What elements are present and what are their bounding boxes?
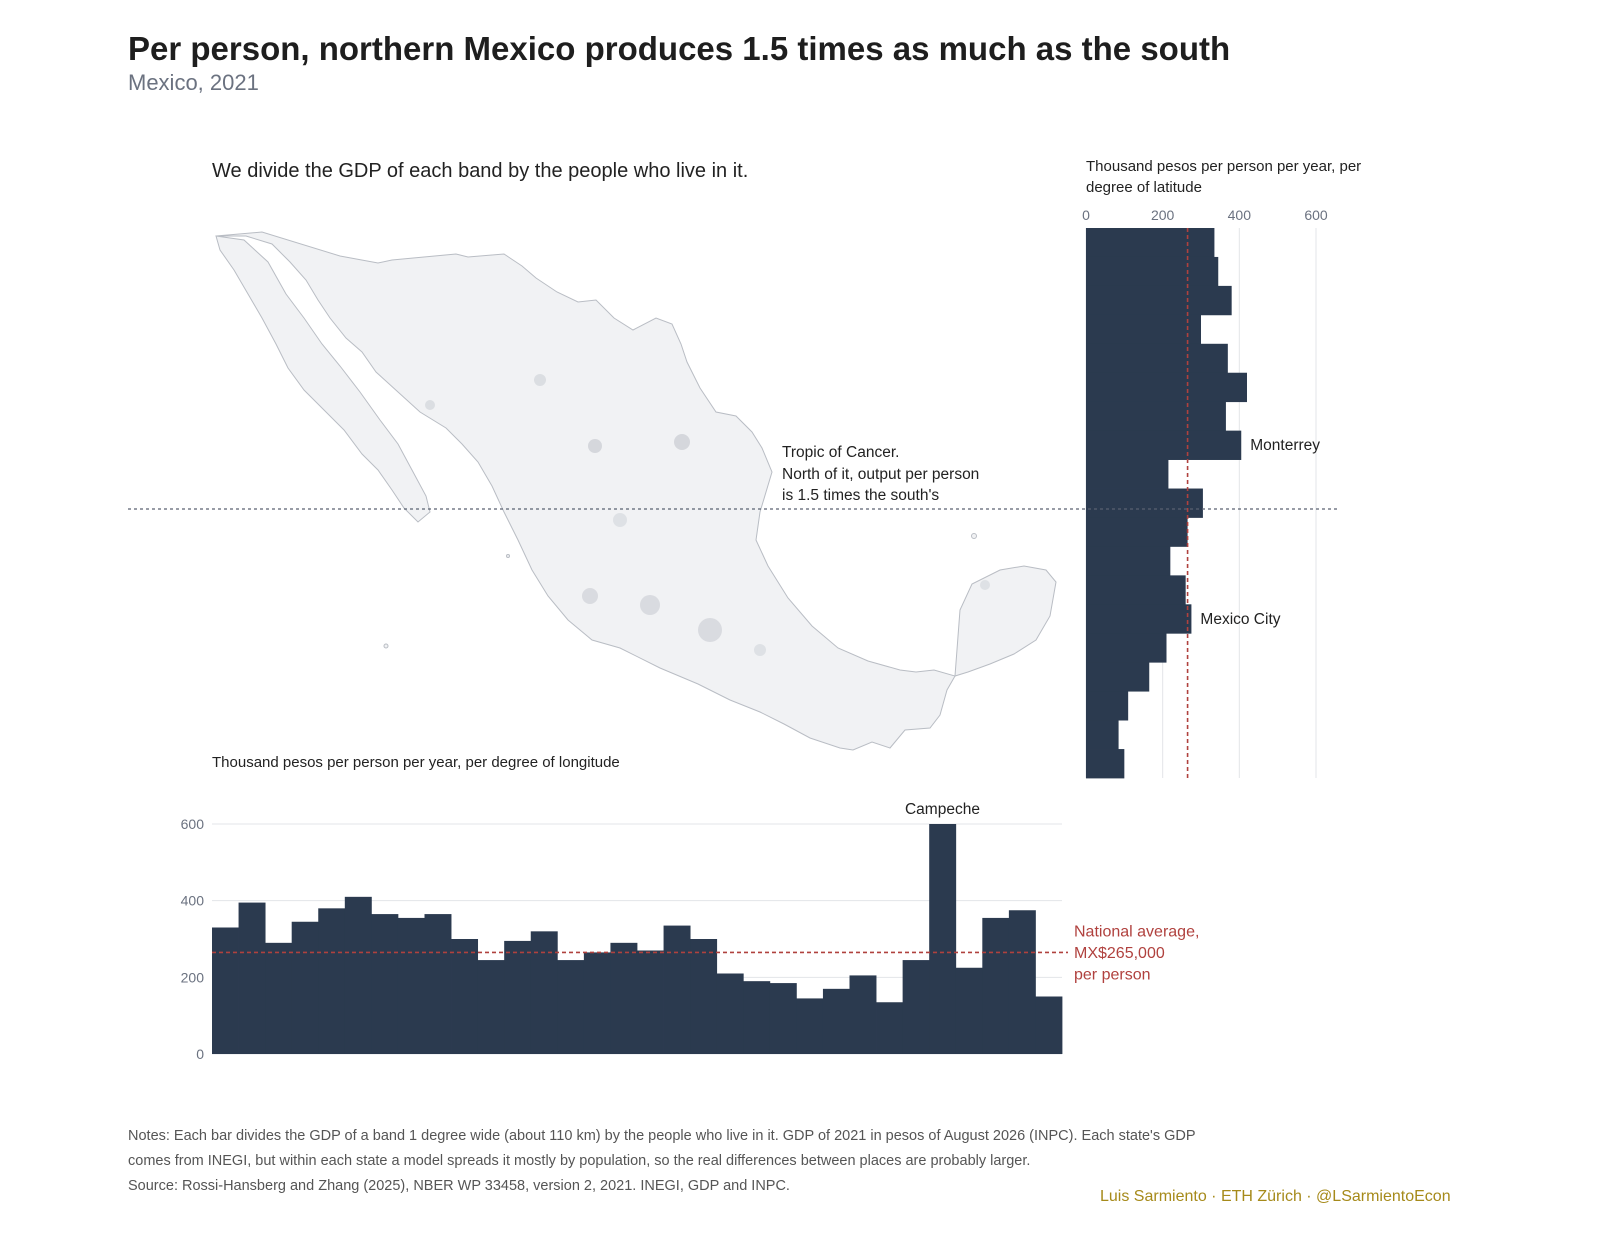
lon-bar	[982, 917, 1010, 1054]
lat-bar	[1086, 372, 1247, 403]
lon-bar	[291, 921, 319, 1054]
lat-bar	[1086, 228, 1215, 258]
lat-bar	[1086, 749, 1125, 779]
lat-annotation: Monterrey	[1250, 437, 1320, 454]
lon-bar	[902, 960, 930, 1054]
lat-bar	[1086, 546, 1171, 576]
lon-bar	[769, 983, 797, 1054]
author-credit: Luis Sarmiento · ETH Zürich · @LSarmient…	[1100, 1188, 1451, 1205]
lon-bar	[504, 940, 532, 1054]
lon-bar	[822, 988, 850, 1054]
lon-tick-label: 200	[181, 969, 205, 985]
lon-bar	[583, 952, 611, 1054]
lon-bar	[557, 960, 585, 1054]
lat-bar	[1086, 604, 1192, 634]
chart-subtitle: Mexico, 2021	[128, 70, 259, 95]
tropic-note-line-3: is 1.5 times the south's	[782, 487, 940, 504]
lon-bar	[610, 942, 638, 1054]
lat-tick-label: 400	[1228, 207, 1252, 223]
lat-annotation: Mexico City	[1200, 611, 1280, 628]
lat-bar	[1086, 575, 1186, 605]
lon-bar	[796, 998, 824, 1054]
lat-bar	[1086, 430, 1242, 460]
lon-bar	[849, 975, 877, 1054]
lon-bar	[637, 950, 664, 1054]
lon-bar	[1008, 910, 1036, 1054]
lon-bar	[212, 927, 239, 1054]
lat-bar	[1086, 720, 1119, 750]
national-average-label: National average,	[1074, 923, 1199, 940]
lat-tick-label: 0	[1082, 207, 1090, 223]
lon-bar	[663, 925, 691, 1054]
lon-bar	[743, 981, 771, 1054]
lon-bar	[397, 917, 425, 1054]
national-average-label: MX$265,000	[1074, 945, 1165, 962]
lon-bar	[530, 931, 558, 1054]
lat-bar	[1086, 691, 1129, 721]
national-average-label: per person	[1074, 966, 1151, 983]
tropic-note-line-1: Tropic of Cancer.	[782, 444, 900, 461]
lon-bar	[238, 902, 266, 1054]
lat-bar	[1086, 343, 1228, 374]
lon-bar	[1035, 996, 1063, 1054]
lon-bar	[371, 914, 399, 1054]
lon-bar	[318, 908, 346, 1054]
lon-bar	[716, 973, 744, 1054]
lon-tick-label: 400	[181, 893, 205, 909]
longitude-bar-chart: 0 200 400 600 National average, MX$265,000 per…	[181, 801, 1200, 1062]
lon-bar	[424, 914, 452, 1054]
lat-bar	[1086, 459, 1169, 489]
lat-tick-label: 200	[1151, 207, 1175, 223]
lon-bar	[477, 960, 505, 1054]
longitude-axis-title: Thousand pesos per person per year, per …	[212, 754, 620, 771]
lat-bar	[1086, 517, 1188, 547]
lat-bar	[1086, 633, 1167, 663]
lat-bar	[1086, 662, 1150, 692]
lon-annotation: Campeche	[905, 801, 980, 818]
lat-tick-label: 600	[1304, 207, 1328, 223]
mexico-map-shape	[215, 231, 1057, 751]
lat-bar	[1086, 314, 1201, 345]
latitude-bar-chart: 0 200 400 600 Monterrey Mexico City	[1082, 207, 1328, 779]
lat-bar	[1086, 256, 1219, 287]
lon-tick-label: 0	[196, 1046, 204, 1062]
tropic-of-cancer-annotation: Tropic of Cancer. North of it, output pe…	[782, 442, 1042, 507]
lon-tick-label: 600	[181, 816, 205, 832]
lat-bar	[1086, 401, 1226, 432]
latitude-axis-title: Thousand pesos per person per year, per …	[1086, 158, 1362, 196]
lon-bar	[690, 939, 718, 1054]
chart-title: Per person, northern Mexico produces 1.5…	[128, 30, 1231, 67]
notes-block: Notes: Each bar divides the GDP of a ban…	[128, 1124, 1218, 1199]
map-caption: We divide the GDP of each band by the pe…	[212, 160, 749, 182]
lon-bar	[929, 824, 957, 1054]
lat-bar	[1086, 488, 1203, 518]
lat-bar	[1086, 285, 1232, 316]
lon-bar	[265, 942, 293, 1054]
lon-bar	[344, 896, 372, 1054]
lon-bar	[451, 939, 479, 1054]
source-text: Source: Rossi-Hansberg and Zhang (2025),…	[128, 1178, 790, 1194]
lon-bar	[876, 1002, 904, 1054]
lon-bar	[955, 967, 983, 1054]
notes-text: Notes: Each bar divides the GDP of a ban…	[128, 1128, 1196, 1169]
tropic-note-line-2: North of it, output per person	[782, 465, 980, 483]
